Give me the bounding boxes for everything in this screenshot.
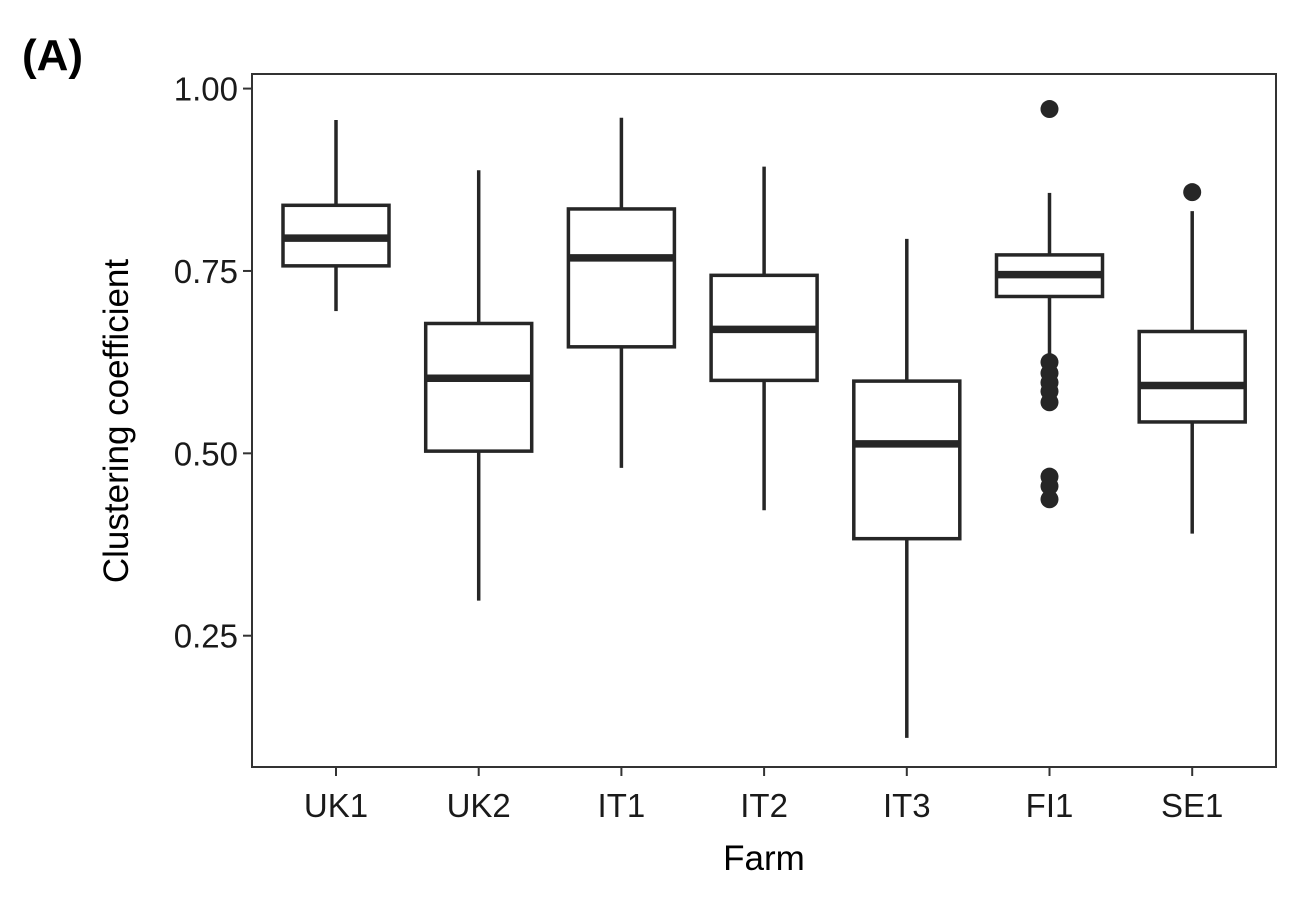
outlier-point bbox=[1183, 183, 1202, 202]
y-tick-label: 1.00 bbox=[174, 71, 238, 108]
box-body bbox=[423, 321, 534, 453]
x-tick-label: IT2 bbox=[740, 787, 788, 824]
x-axis: UK1 UK2 IT1 IT2 IT3 FI1 SE1 bbox=[304, 767, 1223, 824]
box-it2 bbox=[709, 166, 819, 511]
box-body bbox=[852, 379, 962, 541]
panel-label: (A) bbox=[22, 31, 83, 80]
box-it3 bbox=[852, 238, 962, 738]
x-tick-label: IT3 bbox=[883, 787, 931, 824]
y-tick-label: 0.25 bbox=[174, 618, 238, 655]
outlier-point bbox=[1040, 393, 1059, 412]
outlier-point bbox=[1040, 477, 1059, 496]
box-body bbox=[566, 207, 677, 349]
y-axis-title: Clustering coefficient bbox=[97, 259, 136, 584]
box-fi1 bbox=[994, 100, 1105, 509]
box-se1 bbox=[1137, 183, 1247, 534]
box-uk1 bbox=[281, 119, 391, 312]
x-tick-label: FI1 bbox=[1026, 787, 1074, 824]
box-uk2 bbox=[423, 170, 534, 601]
outlier-point bbox=[1040, 490, 1059, 509]
box-it1 bbox=[566, 117, 677, 468]
box-series bbox=[281, 100, 1247, 738]
x-tick-label: IT1 bbox=[598, 787, 646, 824]
x-tick-label: UK2 bbox=[447, 787, 511, 824]
outlier-point bbox=[1040, 100, 1059, 119]
y-axis: 0.25 0.50 0.75 1.00 bbox=[174, 71, 252, 655]
y-tick-label: 0.75 bbox=[174, 253, 238, 290]
x-tick-label: SE1 bbox=[1161, 787, 1223, 824]
box-body bbox=[1137, 329, 1247, 424]
x-tick-label: UK1 bbox=[304, 787, 368, 824]
y-tick-label: 0.50 bbox=[174, 435, 238, 472]
x-axis-title: Farm bbox=[723, 839, 805, 878]
